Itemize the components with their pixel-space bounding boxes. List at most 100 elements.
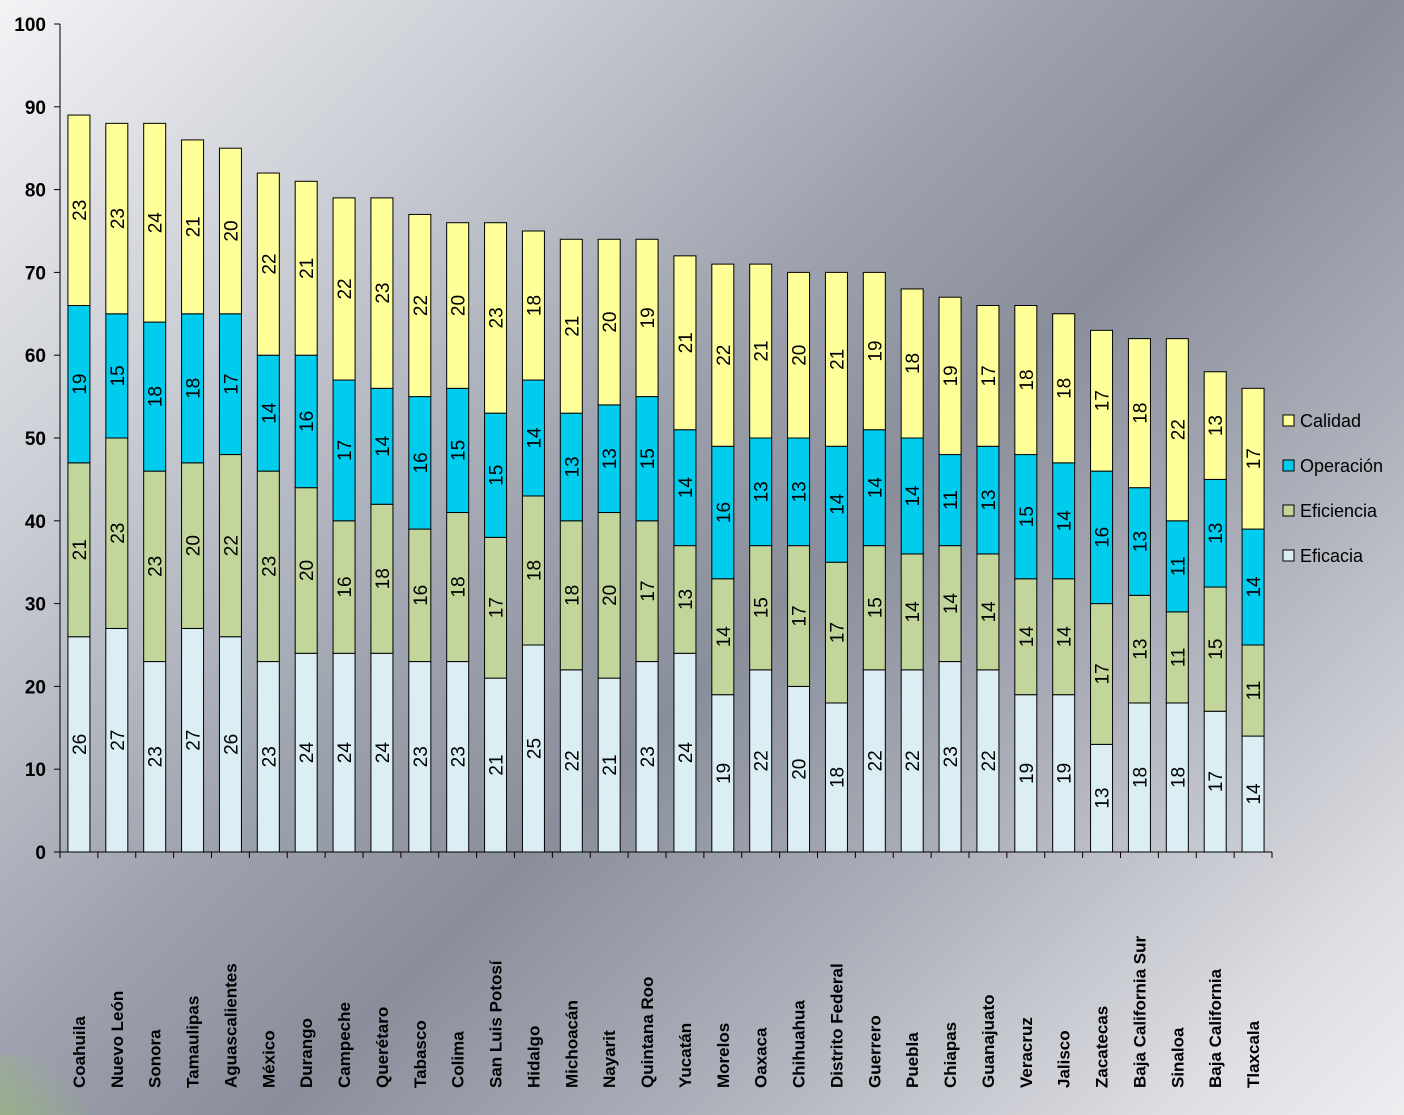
data-label: 11 [1168, 648, 1189, 668]
x-tick-label: Puebla [903, 1032, 922, 1088]
data-label: 19 [1017, 763, 1038, 784]
legend-label: Operación [1300, 456, 1383, 476]
bar-stack: 19 14 15 18 [1014, 305, 1038, 853]
data-label: 14 [373, 435, 394, 457]
data-label: 22 [1168, 419, 1189, 440]
bar-stack: 22 18 13 21 [559, 238, 583, 853]
x-tick-label: Campeche [335, 1002, 354, 1088]
bar-stack: 22 15 13 21 [749, 263, 773, 853]
bar-stack: 18 17 14 21 [824, 271, 848, 853]
x-tick-label: Distrito Federal [827, 963, 846, 1088]
bar-segment-calidad [218, 147, 242, 315]
data-label: 14 [1017, 626, 1038, 648]
data-label: 17 [221, 374, 242, 395]
x-tick-label: Colima [449, 1031, 468, 1088]
data-label: 18 [1130, 403, 1151, 424]
bar-segment-calidad [824, 271, 848, 447]
data-label: 21 [752, 340, 773, 361]
data-label: 14 [714, 626, 735, 648]
data-label: 17 [827, 622, 848, 643]
data-label: 17 [1206, 771, 1227, 792]
y-tick-label: 100 [14, 15, 46, 36]
data-label: 19 [714, 763, 735, 784]
legend-swatch [1282, 549, 1295, 562]
data-label: 18 [562, 585, 583, 606]
data-label: 18 [1055, 378, 1076, 399]
data-label: 23 [638, 746, 659, 767]
x-tick-label: Chiapas [941, 1022, 960, 1088]
bar-segment-calidad [1052, 313, 1076, 464]
data-label: 21 [297, 258, 318, 279]
data-label: 20 [221, 220, 242, 241]
data-label: 14 [1244, 783, 1265, 805]
data-label: 22 [335, 278, 356, 299]
data-label: 14 [1055, 626, 1076, 648]
data-label: 13 [562, 456, 583, 477]
data-label: 15 [638, 448, 659, 469]
x-tick-label: México [259, 1030, 278, 1088]
data-label: 14 [827, 493, 848, 515]
data-label: 18 [827, 767, 848, 788]
data-label: 18 [184, 378, 205, 399]
bar-stack: 18 11 11 22 [1165, 338, 1189, 853]
data-label: 17 [790, 605, 811, 626]
data-label: 26 [221, 734, 242, 755]
data-label: 19 [1055, 763, 1076, 784]
data-label: 15 [865, 597, 886, 618]
data-label: 27 [184, 730, 205, 751]
data-label: 15 [487, 465, 508, 486]
data-label: 15 [1017, 506, 1038, 527]
data-label: 14 [1055, 510, 1076, 532]
data-label: 18 [524, 295, 545, 316]
data-label: 15 [752, 597, 773, 618]
x-tick-label: Zacatecas [1093, 1006, 1112, 1088]
x-tick-label: Baja California Sur [1130, 936, 1149, 1088]
data-label: 16 [714, 502, 735, 523]
bar-segment-calidad [1090, 329, 1114, 472]
x-tick-label: Tamaulipas [184, 996, 203, 1088]
data-label: 24 [373, 742, 394, 764]
bar-segment-calidad [294, 180, 318, 356]
bar-segment-calidad [711, 263, 735, 447]
bar-segment-calidad [976, 305, 1000, 447]
x-tick-label: San Luis Potosí [487, 959, 506, 1088]
bar-stack: 14 11 14 17 [1241, 387, 1265, 853]
bar-stack: 17 15 13 13 [1203, 371, 1227, 853]
data-label: 23 [487, 307, 508, 328]
data-label: 23 [108, 208, 129, 229]
bar-stack: 24 13 14 21 [673, 255, 697, 853]
bar-stack: 23 23 18 24 [143, 122, 167, 853]
data-label: 15 [1206, 639, 1227, 660]
bar-stack: 26 21 19 23 [67, 114, 91, 853]
bar-segment-calidad [1203, 371, 1227, 480]
data-label: 22 [562, 750, 583, 771]
bar-stack: 24 18 14 23 [370, 197, 394, 853]
bar-stack: 20 17 13 20 [787, 271, 811, 853]
data-label: 21 [487, 754, 508, 775]
x-tick-label: Tabasco [411, 1020, 430, 1088]
y-tick-label: 40 [25, 512, 46, 533]
data-label: 21 [676, 332, 697, 353]
bar-stack: 23 23 14 22 [256, 172, 280, 853]
data-label: 17 [979, 365, 1000, 386]
bar-stack: 24 16 17 22 [332, 197, 356, 853]
data-label: 24 [335, 742, 356, 764]
data-label: 18 [524, 560, 545, 581]
bar-segment-calidad [256, 172, 280, 356]
bar-stack: 22 14 14 18 [900, 288, 924, 853]
data-label: 22 [714, 345, 735, 366]
y-tick-label: 20 [25, 677, 46, 698]
bar-segment-calidad [673, 255, 697, 431]
data-label: 22 [411, 295, 432, 316]
x-tick-label: Guanajuato [979, 994, 998, 1088]
x-tick-label: Nuevo León [108, 991, 127, 1088]
data-label: 13 [600, 448, 621, 469]
data-label: 18 [373, 568, 394, 589]
data-label: 23 [108, 523, 129, 544]
data-label: 14 [259, 402, 280, 424]
bar-stack: 26 22 17 20 [218, 147, 242, 853]
data-label: 19 [865, 340, 886, 361]
data-label: 22 [979, 750, 1000, 771]
bar-segment-calidad [181, 139, 205, 315]
